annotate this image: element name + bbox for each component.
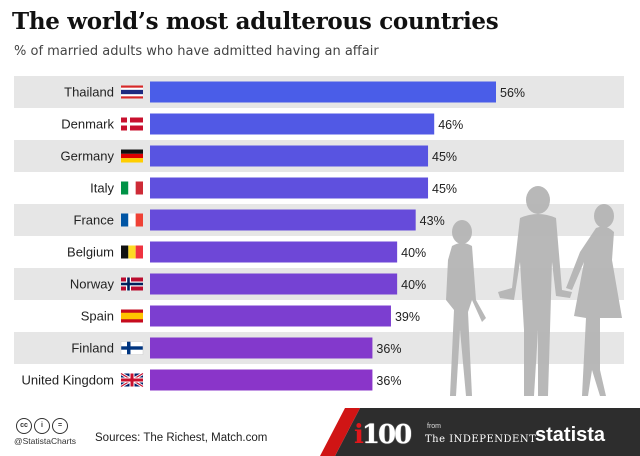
united-kingdom-flag-icon (120, 372, 144, 388)
spain-flag-icon (121, 309, 143, 323)
norway-flag-icon (121, 277, 143, 291)
italy-flag-icon (121, 181, 143, 195)
value-labels: 56% 46% 45% 45% 43% 40% 40% 39% 36% 36% (376, 86, 525, 388)
no-derivatives-icon: = (52, 418, 68, 434)
category-label: United Kingdom (22, 373, 115, 388)
bar-italy (150, 177, 429, 199)
creative-commons-icon: cc (16, 418, 32, 434)
independent-logo: The INDEPENDENT (425, 434, 537, 445)
category-labels: Thailand Denmark Germany Italy France Belgium… (22, 85, 115, 388)
sources-text: Sources: The Richest, Match.com (95, 432, 268, 444)
category-label: Denmark (61, 117, 114, 132)
value-label: 56% (500, 86, 525, 100)
belgium-flag-icon (121, 245, 143, 259)
bar-united-kingdom (150, 369, 373, 391)
bar-germany (150, 145, 429, 167)
attribution-icon: i (34, 418, 50, 434)
flags (120, 85, 144, 388)
category-label: Finland (71, 341, 114, 356)
statista-logo[interactable]: statista (535, 424, 606, 446)
value-label: 36% (376, 342, 401, 356)
bar-spain (150, 305, 391, 327)
value-label: 39% (395, 310, 420, 324)
chart-title: The world’s most adulterous countries (12, 8, 499, 35)
bars (150, 81, 496, 391)
bar-belgium (150, 241, 398, 263)
category-label: France (74, 213, 114, 228)
bar-norway (150, 273, 398, 295)
bar-thailand (150, 81, 496, 103)
denmark-flag-icon (121, 117, 143, 131)
category-label: Germany (61, 149, 115, 164)
value-label: 45% (432, 182, 457, 196)
finland-flag-icon (120, 341, 144, 355)
category-label: Norway (70, 277, 115, 292)
footer-red-wedge (320, 408, 360, 456)
category-label: Spain (81, 309, 114, 324)
i100-logo: i100 (354, 420, 412, 450)
license-icons: cc i = (16, 418, 68, 434)
bar-france (150, 209, 416, 231)
statista-handle[interactable]: @StatistaCharts (14, 436, 77, 446)
bar-denmark (150, 113, 435, 135)
category-label: Italy (90, 181, 114, 196)
chart-subtitle: % of married adults who have admitted ha… (14, 44, 379, 59)
category-label: Thailand (64, 85, 114, 100)
germany-flag-icon (121, 149, 143, 163)
value-label: 43% (420, 214, 445, 228)
france-flag-icon (121, 213, 143, 227)
footer-dark-wedge (335, 408, 640, 456)
thailand-flag-icon (121, 85, 143, 99)
value-label: 40% (401, 278, 426, 292)
from-label: from (427, 423, 441, 430)
couple-silhouette-illustration (446, 186, 622, 396)
value-label: 36% (376, 374, 401, 388)
value-label: 40% (401, 246, 426, 260)
value-label: 45% (432, 150, 457, 164)
category-label: Belgium (67, 245, 114, 260)
bar-finland (150, 337, 373, 359)
value-label: 46% (438, 118, 463, 132)
